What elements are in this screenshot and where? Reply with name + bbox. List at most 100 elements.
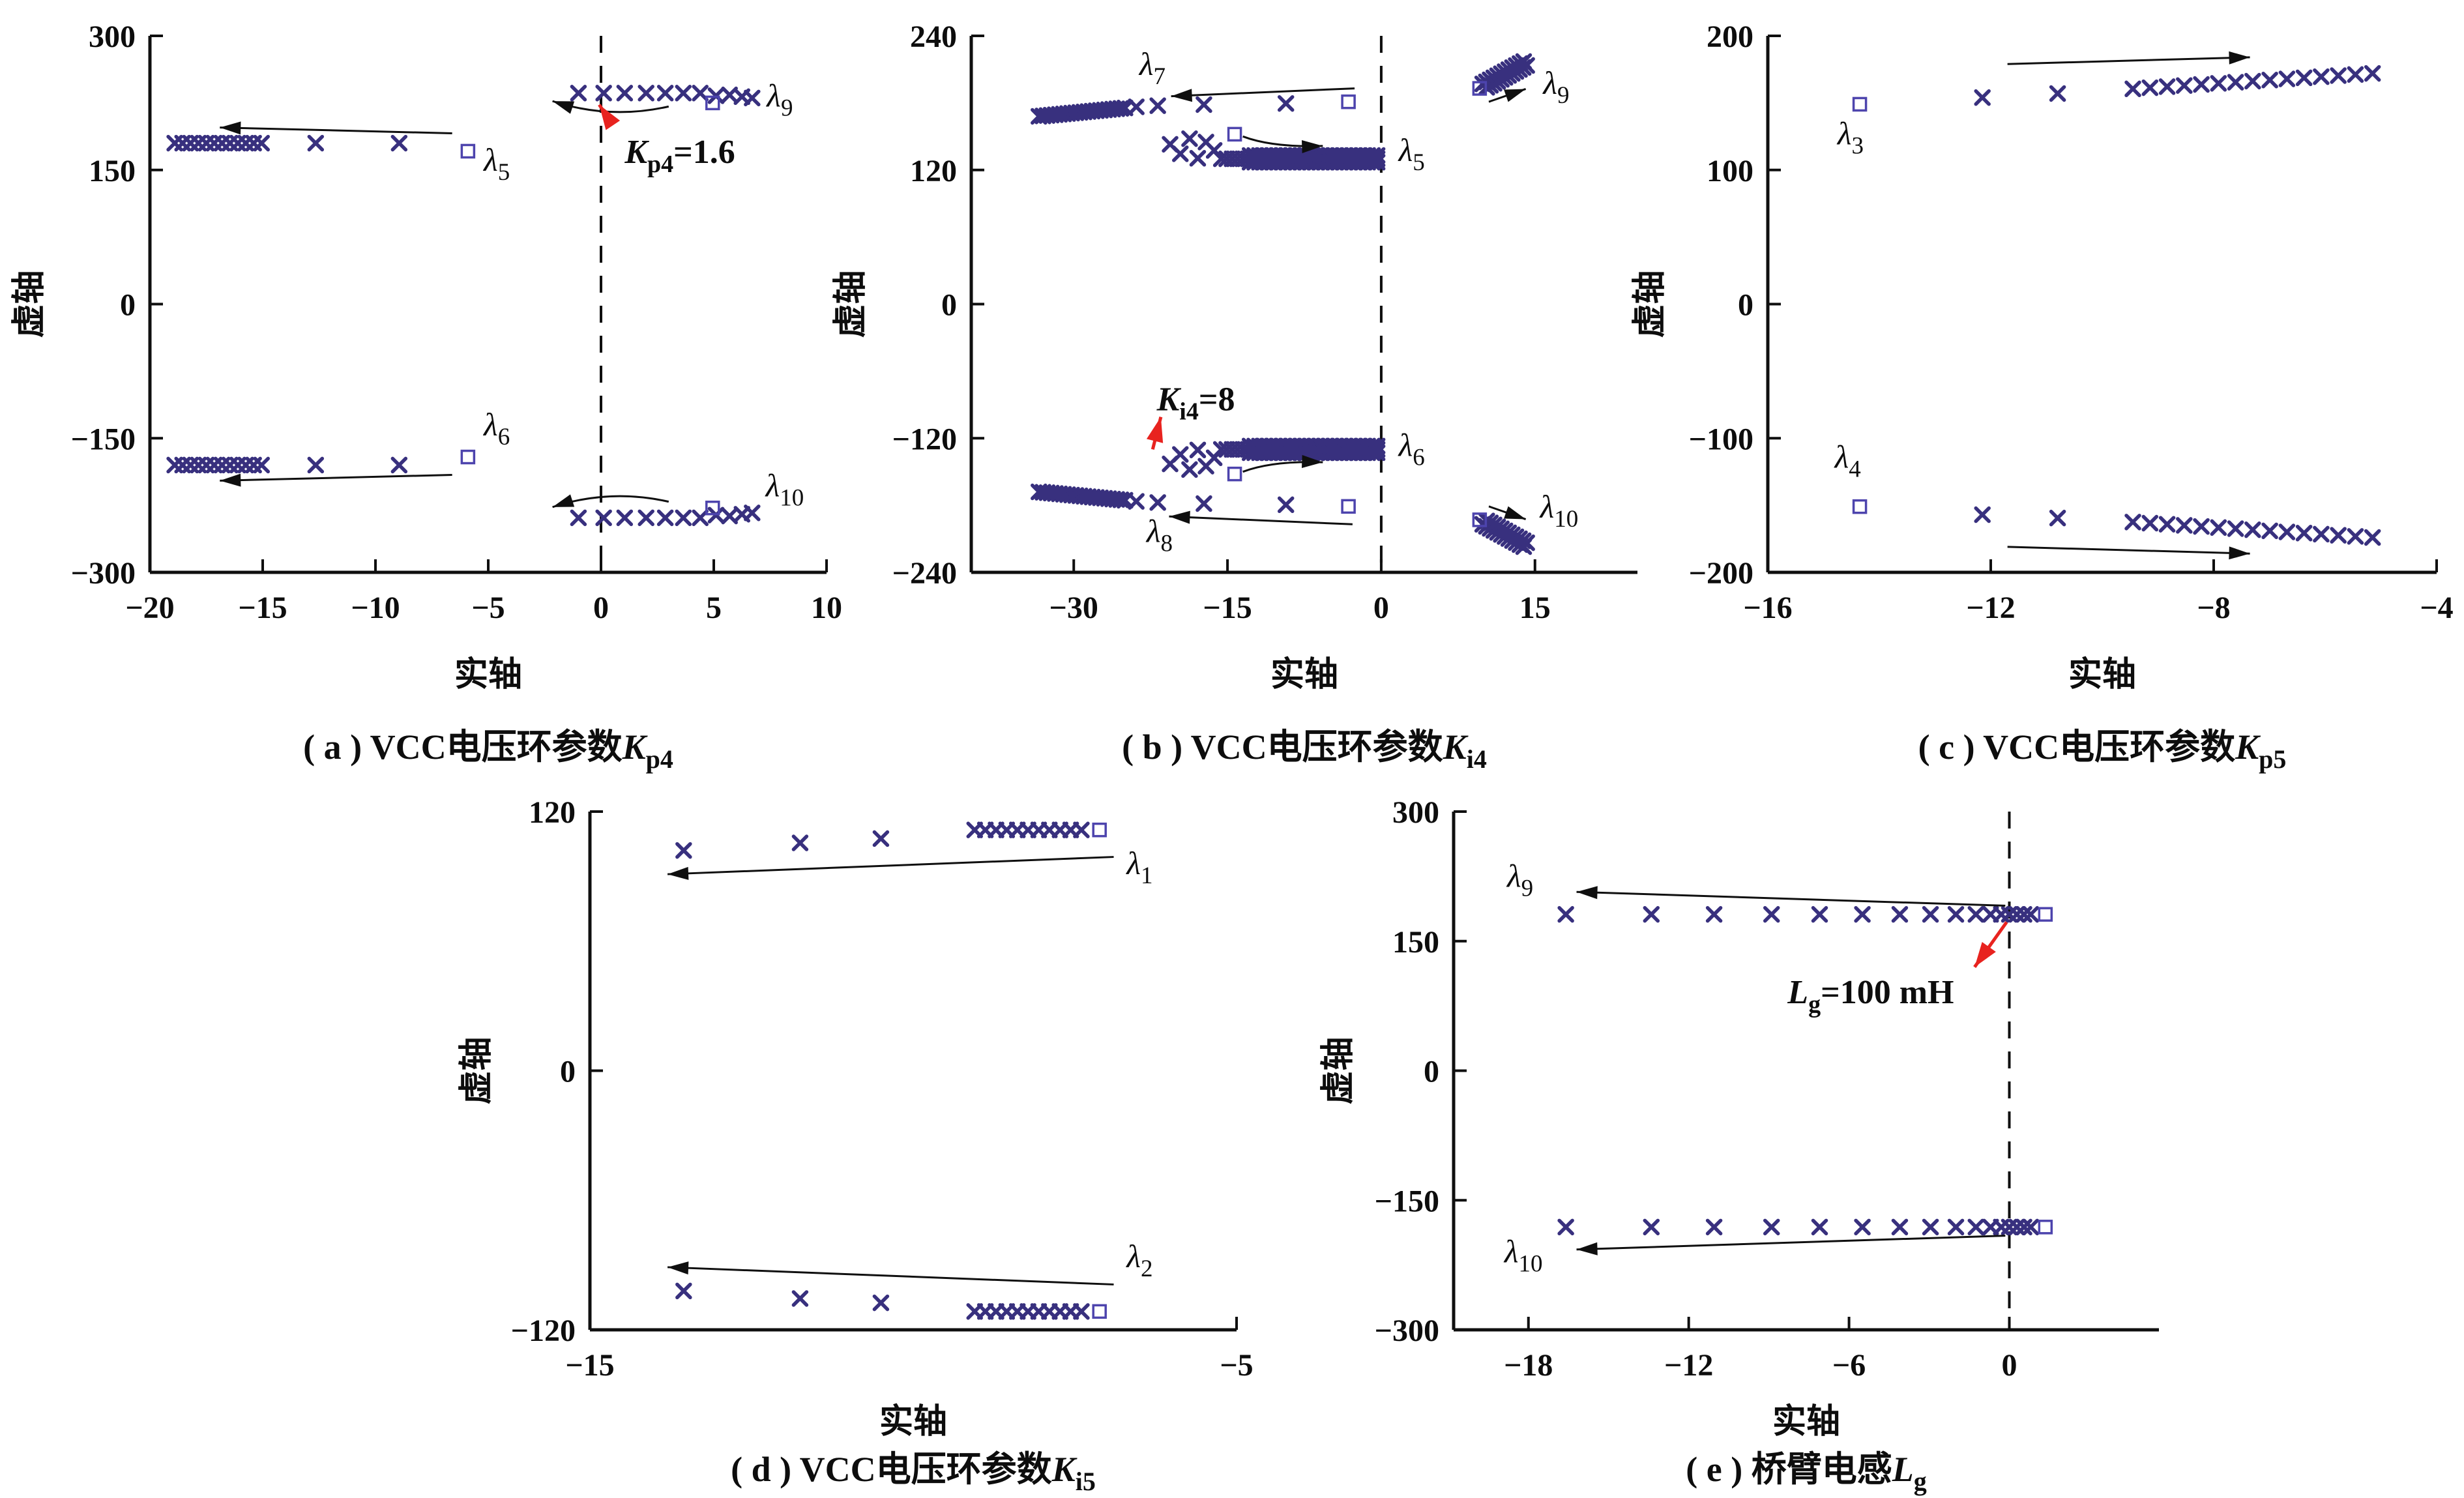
y-axis-title: 虚轴	[1631, 270, 1669, 338]
series-lambda6: λ6	[166, 406, 510, 474]
x-marker	[2347, 528, 2364, 545]
x-marker	[616, 85, 634, 102]
y-tick-label: −200	[1689, 556, 1753, 591]
x-marker	[1172, 446, 1189, 463]
x-marker	[570, 85, 587, 102]
series-lambda1: λ1	[675, 821, 1153, 889]
arrowhead	[667, 866, 689, 880]
square-marker	[705, 500, 720, 516]
trend-arrow	[667, 1266, 1114, 1285]
y-tick-label: 0	[941, 288, 957, 323]
y-tick-label: −300	[71, 556, 136, 591]
x-marker	[656, 85, 674, 102]
x-tick-label: 10	[811, 591, 842, 625]
eigenvalue-label: λ2	[1125, 1238, 1152, 1282]
x-marker	[1811, 1218, 1828, 1236]
square-marker	[460, 143, 476, 159]
series-lambda4: λ4	[1834, 439, 2381, 546]
x-marker	[1277, 496, 1295, 514]
eigenvalue-label: λ1	[1125, 845, 1152, 889]
y-tick-label: −150	[71, 422, 136, 456]
eigenvalue-label: λ3	[1836, 115, 1864, 160]
x-tick-label: 0	[1373, 591, 1389, 625]
x-marker	[2278, 523, 2296, 540]
y-tick-label: 0	[120, 288, 136, 323]
series-lambda7: λ7	[1031, 46, 1356, 125]
eigenvalue-label: λ7	[1138, 46, 1166, 90]
eigenvalue-label: λ6	[1398, 427, 1425, 471]
subplot-caption: ( d ) VCC电压环参数Ki5	[731, 1450, 1096, 1496]
trend-arrow	[1171, 87, 1355, 98]
x-marker	[2049, 509, 2066, 527]
series-lambda9: λ9	[1506, 857, 2053, 923]
arrowhead	[1576, 1242, 1598, 1256]
x-marker	[872, 830, 890, 847]
x-marker	[307, 134, 325, 152]
arrowhead	[1504, 506, 1526, 520]
x-tick-label: −20	[125, 591, 174, 625]
trend-arrow	[220, 126, 452, 135]
x-marker	[1763, 905, 1780, 923]
x-marker	[1172, 145, 1189, 162]
x-marker	[1181, 461, 1198, 478]
square-marker	[1092, 1304, 1107, 1319]
y-tick-label: 0	[560, 1055, 576, 1089]
arrowhead	[552, 494, 575, 507]
x-tick-label: −15	[238, 591, 287, 625]
series-lambda8: λ8	[1031, 483, 1356, 557]
x-marker	[616, 509, 634, 527]
x-marker	[2330, 67, 2347, 84]
x-marker	[2261, 72, 2278, 89]
square-marker	[1092, 822, 1107, 838]
x-marker	[656, 509, 674, 527]
x-marker	[1705, 905, 1723, 923]
y-tick-label: 150	[1392, 925, 1439, 960]
x-marker	[1112, 100, 1130, 117]
eigenvalue-label: λ10	[1503, 1233, 1543, 1278]
y-axis-title: 虚轴	[458, 1036, 495, 1104]
series-lambda9: λ9	[1472, 53, 1570, 109]
y-axis-title: 虚轴	[832, 270, 870, 338]
x-marker	[1947, 905, 1965, 923]
x-marker	[595, 85, 612, 102]
x-marker	[1811, 905, 1828, 923]
square-marker	[1227, 466, 1242, 482]
x-marker	[307, 456, 325, 474]
eigenvalue-label: λ8	[1145, 513, 1173, 557]
x-marker	[1368, 444, 1386, 462]
x-marker	[1277, 95, 1295, 112]
x-marker	[1181, 130, 1198, 147]
x-marker	[595, 509, 612, 527]
x-tick-label: −30	[1049, 591, 1098, 625]
x-marker	[1149, 97, 1166, 114]
square-marker	[460, 449, 476, 465]
x-marker	[1368, 147, 1386, 164]
x-marker	[2210, 75, 2227, 92]
square-marker	[1341, 94, 1356, 110]
x-axis-title: 实轴	[2068, 656, 2136, 694]
arrowhead	[1301, 455, 1323, 469]
x-axis-title: 实轴	[454, 656, 522, 694]
series-lambda10: λ10	[1503, 1218, 2053, 1278]
x-tick-label: −12	[1664, 1348, 1713, 1383]
x-marker	[1518, 57, 1535, 74]
x-axis-title: 实轴	[1270, 656, 1338, 694]
x-marker	[744, 89, 761, 107]
arrowhead	[2229, 51, 2250, 65]
series-lambda10: λ10	[570, 467, 804, 527]
parameter-annotation: Kp4=1.6	[624, 134, 735, 178]
x-marker	[1891, 905, 1909, 923]
x-marker	[791, 834, 809, 851]
x-tick-label: −5	[1220, 1348, 1253, 1383]
x-tick-label: 5	[706, 591, 722, 625]
series-lambda2: λ2	[675, 1238, 1153, 1320]
series-lambda10: λ10	[1472, 488, 1578, 555]
trend-arrow	[2007, 546, 2250, 555]
x-axis-title: 实轴	[879, 1403, 947, 1441]
y-tick-label: 0	[1738, 288, 1753, 323]
x-marker	[1189, 149, 1207, 167]
arrowhead	[1169, 510, 1190, 524]
